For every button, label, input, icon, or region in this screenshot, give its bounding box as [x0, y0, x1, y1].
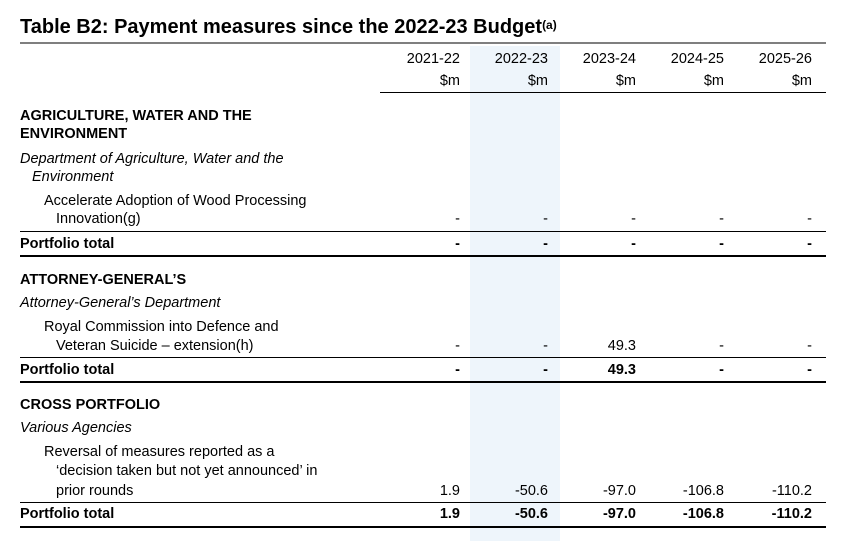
measure-name: prior rounds — [56, 483, 134, 499]
measure-value: -97.0 — [602, 483, 636, 499]
table-title: Table B2: Payment measures since the 202… — [20, 14, 826, 40]
col-year-2025-26: 2025-26 — [758, 51, 812, 67]
measure-value: - — [455, 338, 460, 354]
measure-value: - — [807, 211, 812, 227]
portfolio-total-value: 49.3 — [607, 362, 636, 378]
portfolio-total-value: -50.6 — [514, 506, 548, 522]
measure-name: Reversal of measures reported as a — [44, 444, 275, 460]
total-rule-top — [20, 231, 826, 232]
portfolio-total-value: - — [631, 236, 636, 252]
measure-value: - — [719, 338, 724, 354]
department-name: Department of Agriculture, Water and the — [20, 151, 284, 167]
portfolio-total-value: -106.8 — [682, 506, 724, 522]
total-rule-bottom — [20, 526, 826, 528]
section-heading: ENVIRONMENT — [20, 126, 128, 142]
measure-value: - — [543, 338, 548, 354]
portfolio-total-label: Portfolio total — [20, 236, 115, 252]
section-heading: AGRICULTURE, WATER AND THE — [20, 108, 252, 124]
section-heading: CROSS PORTFOLIO — [20, 397, 161, 413]
measure-value: - — [455, 211, 460, 227]
portfolio-total-label: Portfolio total — [20, 506, 115, 522]
total-rule-top — [20, 502, 826, 503]
col-year-2024-25: 2024-25 — [670, 51, 724, 67]
department-name: Various Agencies — [20, 420, 132, 436]
highlighted-column-2022-23 — [470, 46, 560, 541]
measure-value: -110.2 — [771, 483, 812, 499]
department-name: Attorney-General’s Department — [20, 295, 221, 311]
total-rule-bottom — [20, 255, 826, 257]
col-unit: $m — [791, 73, 812, 89]
measure-value: - — [807, 338, 812, 354]
col-year-2022-23: 2022-23 — [494, 51, 548, 67]
measure-name: Accelerate Adoption of Wood Processing — [44, 193, 307, 209]
measure-value: -50.6 — [514, 483, 548, 499]
portfolio-total-value: - — [719, 236, 724, 252]
title-rule — [20, 42, 826, 44]
portfolio-total-value: - — [455, 362, 460, 378]
header-rule — [380, 92, 826, 93]
portfolio-total-value: -97.0 — [602, 506, 636, 522]
section-heading: ATTORNEY-GENERAL’S — [20, 272, 187, 288]
portfolio-total-label: Portfolio total — [20, 362, 115, 378]
portfolio-total-value: 1.9 — [439, 506, 460, 522]
measure-value: 49.3 — [607, 338, 636, 354]
col-unit: $m — [439, 73, 460, 89]
portfolio-total-value: -110.2 — [771, 506, 812, 522]
col-unit: $m — [527, 73, 548, 89]
table-title-text: Table B2: Payment measures since the 202… — [20, 16, 543, 38]
total-rule-top — [20, 357, 826, 358]
portfolio-total-value: - — [543, 236, 548, 252]
col-unit: $m — [703, 73, 724, 89]
measure-value: - — [719, 211, 724, 227]
measure-value: 1.9 — [439, 483, 460, 499]
measure-name: Royal Commission into Defence and — [44, 319, 279, 335]
portfolio-total-value: - — [807, 236, 812, 252]
portfolio-total-value: - — [455, 236, 460, 252]
department-name: Environment — [32, 169, 114, 185]
total-rule-bottom — [20, 381, 826, 383]
measure-name: ‘decision taken but not yet announced’ i… — [56, 463, 318, 479]
col-year-2023-24: 2023-24 — [582, 51, 636, 67]
measure-name: Innovation(g) — [56, 211, 141, 227]
measure-name: Veteran Suicide – extension(h) — [56, 338, 254, 354]
col-unit: $m — [615, 73, 636, 89]
table-title-footnote: (a) — [542, 18, 557, 32]
col-year-2021-22: 2021-22 — [406, 51, 460, 67]
measure-value: - — [543, 211, 548, 227]
portfolio-total-value: - — [719, 362, 724, 378]
portfolio-total-value: - — [807, 362, 812, 378]
measure-value: -106.8 — [682, 483, 724, 499]
measure-value: - — [631, 211, 636, 227]
portfolio-total-value: - — [543, 362, 548, 378]
